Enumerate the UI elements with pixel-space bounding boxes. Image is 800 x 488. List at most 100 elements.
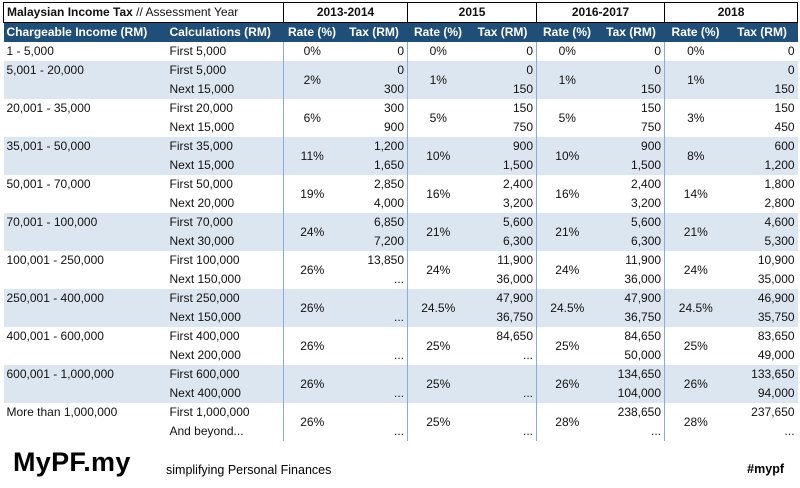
tax-cell: 0 bbox=[340, 61, 408, 80]
tax-cell: 900 bbox=[340, 118, 408, 137]
chargeable-income-cell: 35,001 - 50,000 bbox=[3, 137, 167, 156]
tax-cell: 1,500 bbox=[468, 156, 537, 175]
tax-cell: ... bbox=[468, 384, 537, 403]
tax-cell: ... bbox=[340, 270, 408, 289]
tax-cell: 36,000 bbox=[597, 270, 665, 289]
column-header-rate: Rate (%) bbox=[283, 22, 341, 42]
calculation-cell: Next 150,000 bbox=[166, 308, 284, 327]
table-title: Malaysian Income Tax // Assessment Year bbox=[3, 2, 284, 23]
tax-cell: 84,650 bbox=[468, 327, 537, 346]
column-header-rate: Rate (%) bbox=[536, 22, 598, 42]
rate-cell: 24.5% bbox=[664, 289, 727, 327]
rate-cell: 26% bbox=[283, 403, 341, 441]
table-row: Next 30,000 7,200 6,300 6,300 5,300 bbox=[3, 232, 798, 251]
year-header: 2015 bbox=[407, 2, 537, 23]
tax-cell: 150 bbox=[597, 80, 665, 99]
tax-cell: 11,900 bbox=[468, 251, 537, 270]
rate-cell: 11% bbox=[283, 137, 341, 175]
tax-cell: 49,000 bbox=[726, 346, 798, 365]
rate-cell: 10% bbox=[536, 137, 598, 175]
chargeable-income-cell bbox=[3, 118, 167, 137]
tax-cell: 3,200 bbox=[597, 194, 665, 213]
tax-cell: 150 bbox=[468, 80, 537, 99]
chargeable-income-cell: 50,001 - 70,000 bbox=[3, 175, 167, 194]
calculation-cell: First 20,000 bbox=[166, 99, 284, 118]
calculation-cell: First 50,000 bbox=[166, 175, 284, 194]
calculation-cell: And beyond... bbox=[166, 422, 284, 441]
table-row: 50,001 - 70,000 First 50,000 19% 2,850 1… bbox=[3, 175, 798, 213]
tax-cell: 750 bbox=[468, 118, 537, 137]
tax-cell: 300 bbox=[340, 99, 408, 118]
rate-cell: 21% bbox=[536, 213, 598, 251]
tax-cell: 750 bbox=[597, 118, 665, 137]
calculation-cell: First 100,000 bbox=[166, 251, 284, 270]
column-header-rate: Rate (%) bbox=[664, 22, 727, 42]
rate-cell: 16% bbox=[536, 175, 598, 213]
tax-cell: 7,200 bbox=[340, 232, 408, 251]
tax-cell: 1,650 bbox=[340, 156, 408, 175]
tax-cell: 6,850 bbox=[340, 213, 408, 232]
calculation-cell: Next 30,000 bbox=[166, 232, 284, 251]
rate-cell: 6% bbox=[283, 99, 341, 137]
tax-cell: 36,000 bbox=[468, 270, 537, 289]
tax-cell: 0 bbox=[340, 42, 408, 61]
rate-cell: 24% bbox=[407, 251, 469, 289]
calculation-cell: Next 400,000 bbox=[166, 384, 284, 403]
table-row: 100,001 - 250,000 First 100,000 26% 13,8… bbox=[3, 251, 798, 289]
rate-cell: 24% bbox=[283, 213, 341, 251]
rate-cell: 5% bbox=[407, 99, 469, 137]
table-row: Next 15,000 900 750 750 450 bbox=[3, 118, 798, 137]
chargeable-income-cell: 100,001 - 250,000 bbox=[3, 251, 167, 270]
chargeable-income-cell bbox=[3, 194, 167, 213]
rate-cell: 24.5% bbox=[536, 289, 598, 327]
calculation-cell: Next 20,000 bbox=[166, 194, 284, 213]
tax-cell bbox=[340, 403, 408, 422]
rate-cell: 3% bbox=[664, 99, 727, 137]
tax-cell: 6,300 bbox=[597, 232, 665, 251]
chargeable-income-cell: 250,001 - 400,000 bbox=[3, 289, 167, 308]
tax-cell: 6,300 bbox=[468, 232, 537, 251]
table-row: 1 - 5,000 First 5,000 0% 0 0% 0 0% 0 0% … bbox=[3, 42, 798, 61]
tax-cell: 2,850 bbox=[340, 175, 408, 194]
rate-cell: 0% bbox=[283, 42, 341, 61]
header-row-columns: Chargeable Income (RM) Calculations (RM)… bbox=[3, 22, 798, 42]
rate-cell: 24% bbox=[536, 251, 598, 289]
tax-cell: 900 bbox=[468, 137, 537, 156]
rate-cell: 21% bbox=[664, 213, 727, 251]
year-header: 2018 bbox=[664, 2, 799, 23]
tax-cell: 94,000 bbox=[726, 384, 798, 403]
tax-cell bbox=[468, 365, 537, 384]
year-header: 2016-2017 bbox=[536, 2, 665, 23]
chargeable-income-cell: 5,001 - 20,000 bbox=[3, 61, 167, 80]
table-row: 5,001 - 20,000 First 5,000 2% 0 1% 0 1% … bbox=[3, 61, 798, 99]
calculation-cell: Next 15,000 bbox=[166, 156, 284, 175]
rate-cell: 5% bbox=[536, 99, 598, 137]
tax-cell: 600 bbox=[726, 137, 798, 156]
tax-cell: 134,650 bbox=[597, 365, 665, 384]
chargeable-income-cell: 20,001 - 35,000 bbox=[3, 99, 167, 118]
table-row: Next 20,000 4,000 3,200 3,200 2,800 bbox=[3, 194, 798, 213]
rate-cell: 25% bbox=[536, 327, 598, 365]
calculation-cell: First 600,000 bbox=[166, 365, 284, 384]
table-row: 250,001 - 400,000 First 250,000 26% 24.5… bbox=[3, 289, 798, 327]
rate-cell: 0% bbox=[664, 42, 727, 61]
rate-cell: 14% bbox=[664, 175, 727, 213]
tax-cell: 133,650 bbox=[726, 365, 798, 384]
mypf-logo: MyPF.my bbox=[13, 447, 131, 477]
chargeable-income-cell bbox=[3, 232, 167, 251]
chargeable-income-cell bbox=[3, 384, 167, 403]
rate-cell: 26% bbox=[283, 327, 341, 365]
tax-cell: 0 bbox=[468, 61, 537, 80]
tax-cell: 300 bbox=[340, 80, 408, 99]
tax-cell: 47,900 bbox=[597, 289, 665, 308]
rate-cell: 8% bbox=[664, 137, 727, 175]
rate-cell: 1% bbox=[407, 61, 469, 99]
tax-cell: ... bbox=[340, 346, 408, 365]
rate-cell: 24% bbox=[664, 251, 727, 289]
tax-cell: 0 bbox=[597, 61, 665, 80]
table-row: Next 15,000 300 150 150 150 bbox=[3, 80, 798, 99]
rate-cell: 25% bbox=[407, 403, 469, 441]
tax-cell bbox=[468, 403, 537, 422]
rate-cell: 26% bbox=[283, 289, 341, 327]
tax-cell: 46,900 bbox=[726, 289, 798, 308]
